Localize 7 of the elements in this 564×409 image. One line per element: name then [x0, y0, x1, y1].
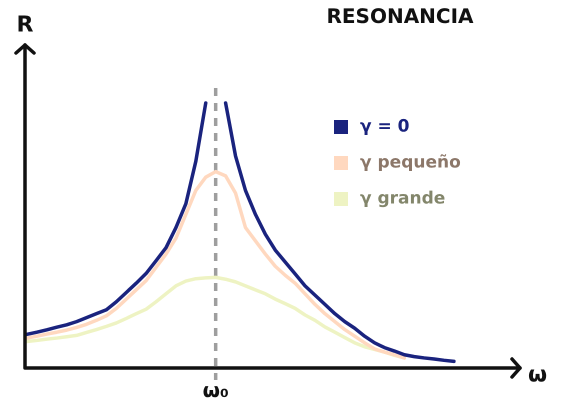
legend-label: γ pequeño	[360, 152, 461, 172]
legend-label: γ = 0	[360, 116, 410, 136]
x-axis-title: ω	[528, 362, 548, 388]
chart-title: RESONANCIA	[326, 4, 474, 28]
legend-label: γ grande	[360, 188, 446, 208]
text: ω₀	[202, 378, 229, 402]
y-axis-title: R	[16, 12, 34, 38]
